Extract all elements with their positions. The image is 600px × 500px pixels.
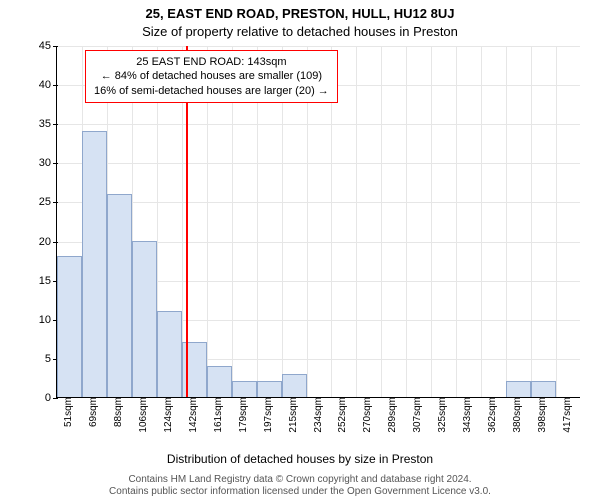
chart-title-sub: Size of property relative to detached ho… [0,24,600,39]
gridline-v [506,46,507,397]
y-tick: 20 [39,236,57,248]
y-tick: 0 [45,392,57,404]
x-tick: 69sqm [82,397,99,427]
x-tick: 343sqm [456,397,473,433]
x-tick: 106sqm [132,397,149,433]
x-tick: 380sqm [506,397,523,433]
gridline-v [431,46,432,397]
y-tick: 10 [39,314,57,326]
gridline-v [531,46,532,397]
x-tick: 325sqm [431,397,448,433]
x-tick: 270sqm [356,397,373,433]
histogram-bar [82,131,107,397]
callout-line1: 25 EAST END ROAD: 143sqm [94,55,329,69]
histogram-bar [257,381,282,397]
x-tick: 289sqm [381,397,398,433]
y-tick: 5 [45,353,57,365]
y-tick: 40 [39,79,57,91]
callout-box: 25 EAST END ROAD: 143sqm ← 84% of detach… [85,50,338,103]
histogram-bar [282,374,307,397]
chart-container: 25, EAST END ROAD, PRESTON, HULL, HU12 8… [0,0,600,500]
gridline-v [406,46,407,397]
histogram-bar [57,256,82,397]
gridline-v [381,46,382,397]
x-tick: 161sqm [207,397,224,433]
chart-footer: Contains HM Land Registry data © Crown c… [0,474,600,498]
x-tick: 142sqm [182,397,199,433]
y-tick: 45 [39,40,57,52]
x-tick: 197sqm [257,397,274,433]
footer-line2: Contains public sector information licen… [0,486,600,498]
histogram-bar [232,381,257,397]
y-tick: 30 [39,157,57,169]
histogram-bar [531,381,556,397]
x-tick: 179sqm [232,397,249,433]
x-tick: 215sqm [282,397,299,433]
histogram-bar [107,194,132,397]
gridline-h [57,202,580,203]
chart-title-main: 25, EAST END ROAD, PRESTON, HULL, HU12 8… [0,6,600,21]
x-tick: 362sqm [481,397,498,433]
histogram-bar [506,381,531,397]
gridline-v [556,46,557,397]
y-tick: 15 [39,275,57,287]
histogram-bar [132,241,157,397]
gridline-h [57,46,580,47]
gridline-h [57,163,580,164]
callout-line3: 16% of semi-detached houses are larger (… [94,84,329,98]
gridline-v [481,46,482,397]
gridline-h [57,124,580,125]
x-tick: 398sqm [531,397,548,433]
histogram-bar [207,366,232,397]
y-tick: 25 [39,196,57,208]
x-tick: 307sqm [406,397,423,433]
x-axis-label: Distribution of detached houses by size … [0,452,600,466]
y-tick: 35 [39,118,57,130]
histogram-bar [157,311,182,397]
callout-line2: ← 84% of detached houses are smaller (10… [94,69,329,83]
plot-area: 05101520253035404551sqm69sqm88sqm106sqm1… [56,46,580,398]
footer-line1: Contains HM Land Registry data © Crown c… [0,474,600,486]
x-tick: 234sqm [307,397,324,433]
x-tick: 88sqm [107,397,124,427]
x-tick: 51sqm [57,397,74,427]
x-tick: 124sqm [157,397,174,433]
gridline-v [456,46,457,397]
gridline-v [356,46,357,397]
x-tick: 417sqm [556,397,573,433]
x-tick: 252sqm [331,397,348,433]
